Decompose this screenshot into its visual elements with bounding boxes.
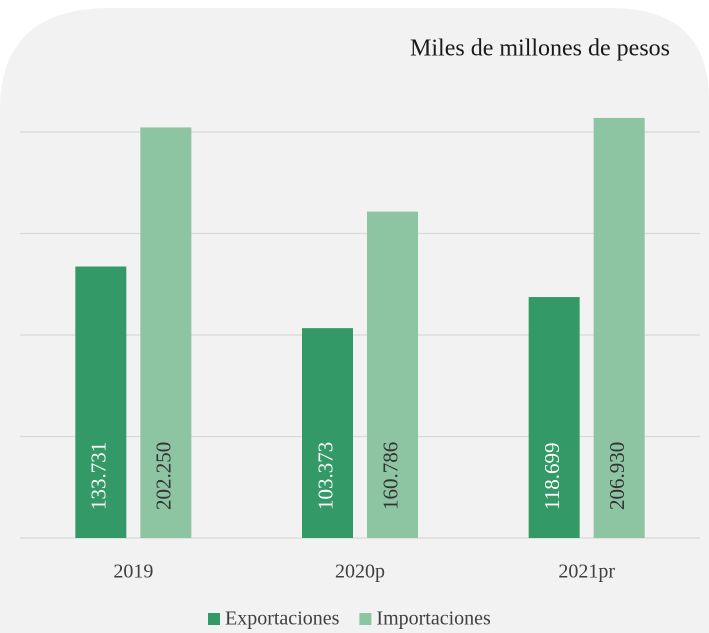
x-tick-label: 2020p xyxy=(335,561,385,583)
data-label: 118.699 xyxy=(540,443,564,510)
bar xyxy=(140,127,192,539)
data-label: 206.930 xyxy=(605,442,629,510)
bar xyxy=(593,117,645,538)
x-tick-label: 2021pr xyxy=(558,561,615,583)
data-label: 160.786 xyxy=(378,442,402,510)
data-label: 103.373 xyxy=(313,442,337,510)
legend-swatch xyxy=(208,613,220,625)
bar xyxy=(367,211,418,538)
legend-label: Exportaciones xyxy=(225,608,340,630)
bar xyxy=(528,297,580,538)
legend-swatch xyxy=(359,613,372,625)
chart-title: Miles de millones de pesos xyxy=(410,36,670,62)
data-label: 133.731 xyxy=(87,442,111,510)
bar xyxy=(302,328,353,538)
legend-label: Importaciones xyxy=(376,608,491,630)
bar xyxy=(75,266,127,538)
data-label: 202.250 xyxy=(152,442,176,510)
x-tick-label: 2019 xyxy=(113,561,153,583)
